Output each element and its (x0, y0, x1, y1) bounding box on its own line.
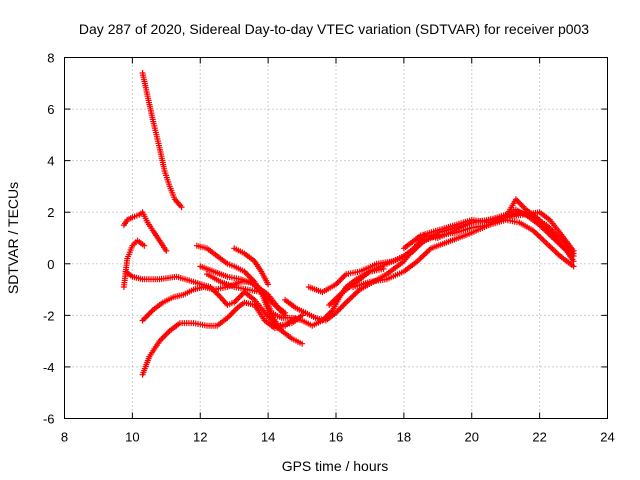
series-arc-11 (282, 206, 577, 324)
x-tick-label: 16 (329, 430, 343, 445)
x-tick-label: 24 (600, 430, 614, 445)
y-axis-label: SDTVAR / TECUs (5, 182, 21, 294)
y-tick-label: -4 (43, 360, 55, 375)
y-tick-label: 2 (47, 205, 54, 220)
y-tick-label: -6 (43, 412, 55, 427)
series-arc-2 (120, 209, 170, 254)
data-point (299, 340, 306, 347)
data-point (570, 258, 577, 265)
y-tick-label: 8 (47, 51, 54, 66)
x-tick-label: 14 (261, 430, 275, 445)
series-line (141, 72, 183, 208)
chart-title: Day 287 of 2020, Sidereal Day-to-day VTE… (79, 21, 589, 37)
data-layer (120, 70, 577, 378)
data-point (178, 204, 185, 211)
x-tick-label: 12 (193, 430, 207, 445)
series-arc-15 (400, 209, 577, 257)
y-tick-label: -2 (43, 308, 55, 323)
data-point (299, 312, 306, 319)
series-arc-6 (139, 278, 306, 329)
data-point (141, 242, 148, 249)
data-point (570, 250, 577, 257)
series-arc-1 (139, 70, 185, 211)
y-tick-label: 0 (47, 257, 54, 272)
x-tick-label: 20 (465, 430, 479, 445)
y-tick-label: 4 (47, 154, 54, 169)
data-point (570, 263, 577, 270)
data-point (282, 312, 289, 319)
x-tick-label: 8 (61, 430, 68, 445)
series-arc-10 (231, 245, 272, 288)
x-tick-label: 18 (397, 430, 411, 445)
x-axis-label: GPS time / hours (282, 458, 389, 474)
x-tick-label: 22 (532, 430, 546, 445)
data-point (265, 281, 272, 288)
grid (64, 57, 608, 419)
x-tick-label: 10 (125, 430, 139, 445)
series-arc-5 (139, 299, 299, 378)
series-arc-9 (204, 271, 289, 319)
y-tick-label: 6 (47, 102, 54, 117)
data-point (163, 247, 170, 254)
